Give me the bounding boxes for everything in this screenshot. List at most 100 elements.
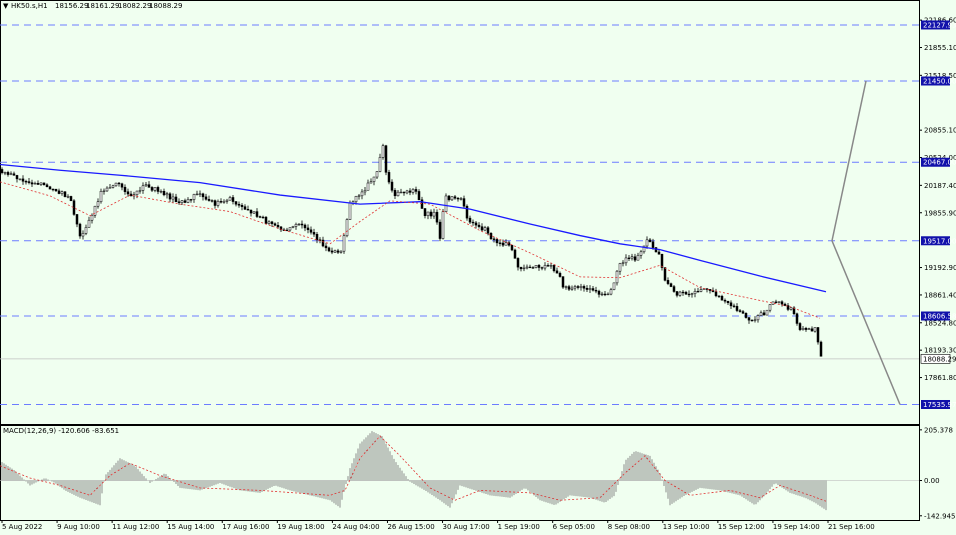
candle-body <box>108 187 112 189</box>
candle-body <box>270 221 274 224</box>
candle-body <box>384 145 388 173</box>
level-price-label: 19517.00 <box>923 237 956 245</box>
candle-body <box>543 265 547 269</box>
candle-body <box>477 224 481 227</box>
y-tick-label: 18524.80 <box>924 319 956 327</box>
candle-body <box>42 182 46 186</box>
candle-body <box>324 245 328 249</box>
candle-body <box>369 181 373 184</box>
candle-body <box>726 300 730 303</box>
candle-body <box>585 287 589 290</box>
candle-body <box>435 211 439 223</box>
candle-body <box>429 211 433 217</box>
candle-body <box>732 305 736 307</box>
candle-body <box>636 255 640 261</box>
candle-body <box>573 286 577 289</box>
candle-body <box>555 270 559 274</box>
candle-body <box>657 251 661 255</box>
candle-body <box>198 193 202 195</box>
candle-body <box>267 221 271 224</box>
candle-body <box>33 183 37 185</box>
candle-body <box>345 219 349 237</box>
candle-body <box>618 263 622 272</box>
candle-body <box>114 182 118 187</box>
candle-body <box>684 291 688 295</box>
projection-line <box>831 80 867 241</box>
candle-body <box>744 313 748 318</box>
candle-body <box>276 225 280 228</box>
candle-body <box>381 145 385 158</box>
candle-body <box>651 241 655 248</box>
candle-body <box>141 185 145 191</box>
candle-body <box>807 328 811 330</box>
candle-body <box>777 301 781 303</box>
candle-body <box>189 199 193 201</box>
candle-body <box>465 205 469 219</box>
y-tick-label: 19855.90 <box>924 209 956 217</box>
candle-body <box>687 293 691 296</box>
candle-body <box>486 227 490 234</box>
candle-body <box>699 289 703 292</box>
candle-body <box>456 197 460 200</box>
chart-menu-arrow-icon[interactable]: ▼ <box>3 2 9 10</box>
x-tick-label: 19 Sep 14:00 <box>773 523 820 531</box>
candle-body <box>291 226 295 228</box>
macd-signal-line <box>0 435 827 502</box>
candle-body <box>72 200 76 215</box>
candle-body <box>453 196 457 199</box>
candle-body <box>681 291 685 294</box>
candle-body <box>759 312 763 316</box>
level-price-label: 20467.00 <box>923 159 956 167</box>
candle-body <box>501 242 505 246</box>
candle-body <box>420 199 424 209</box>
candle-body <box>399 191 403 194</box>
level-price-label: 17535.97 <box>923 401 956 409</box>
candle-body <box>801 328 805 330</box>
candle-body <box>819 341 823 357</box>
candle-body <box>219 201 223 203</box>
candle-body <box>489 233 493 240</box>
candle-body <box>513 249 517 259</box>
candle-body <box>426 211 430 216</box>
x-tick-label: 9 Aug 10:00 <box>57 523 100 531</box>
candle-body <box>18 178 22 180</box>
candle-body <box>594 289 598 292</box>
candle-body <box>474 222 478 226</box>
candle-body <box>153 187 157 191</box>
candle-body <box>669 283 673 287</box>
candle-body <box>339 250 343 253</box>
candle-body <box>519 266 523 270</box>
candle-body <box>321 239 325 247</box>
symbol-label: HK50.s,H1 <box>11 2 48 10</box>
macd-y-tick-label: -142.945 <box>924 512 955 520</box>
x-tick-label: 13 Sep 10:00 <box>663 523 710 531</box>
level-price-label: 21450.00 <box>923 77 956 85</box>
candle-body <box>45 184 49 188</box>
candle-body <box>498 242 502 244</box>
candle-body <box>600 293 604 296</box>
y-tick-label: 19192.90 <box>924 264 956 272</box>
candle-body <box>645 239 649 247</box>
candle-body <box>387 172 391 183</box>
candle-body <box>516 258 520 268</box>
candle-body <box>96 201 100 207</box>
candle-body <box>717 295 721 297</box>
candle-body <box>693 291 697 294</box>
candle-body <box>261 216 265 219</box>
macd-y-tick-label: 0.00 <box>924 477 940 485</box>
candle-body <box>375 171 379 178</box>
candle-body <box>9 173 13 175</box>
candle-body <box>348 203 352 220</box>
x-tick-label: 30 Aug 17:00 <box>443 523 490 531</box>
candle-body <box>795 313 799 324</box>
candle-body <box>6 172 10 175</box>
candle-body <box>249 209 253 214</box>
x-tick-label: 24 Aug 04:00 <box>332 523 379 531</box>
candle-body <box>252 211 256 214</box>
candle-body <box>327 247 331 252</box>
ma-slow-line <box>0 163 827 293</box>
candle-body <box>813 327 817 332</box>
candle-body <box>246 209 250 211</box>
candle-body <box>216 201 220 206</box>
